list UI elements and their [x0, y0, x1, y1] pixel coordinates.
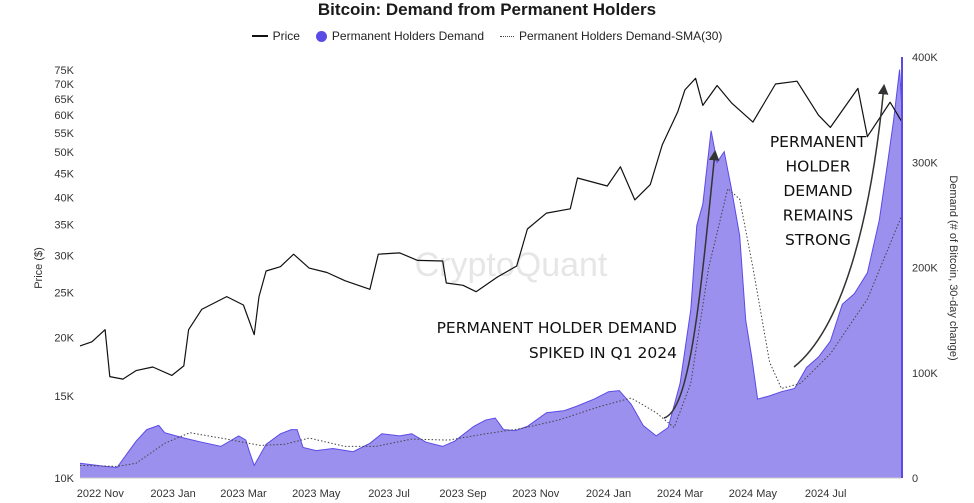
y-left-tick-label: 10K	[54, 473, 74, 485]
chart-title: Bitcoin: Demand from Permanent Holders	[317, 0, 657, 19]
x-tick-label: 2024 Mar	[657, 488, 704, 500]
legend-item-price[interactable]: Price	[251, 29, 300, 43]
demand-swatch	[315, 30, 327, 42]
demand-line	[79, 69, 903, 469]
legend-label-demand: Permanent Holders Demand	[331, 29, 484, 43]
y-left-tick-label: 25K	[54, 287, 74, 299]
x-tick-label: 2023 Nov	[512, 488, 560, 500]
y-left-tick-label: 70K	[54, 79, 74, 91]
y-left-tick-label: 15K	[54, 391, 74, 403]
price-swatch	[251, 35, 268, 37]
annotation-arrow-q1	[663, 149, 720, 419]
x-tick-label: 2024 Jan	[586, 488, 631, 500]
annotation-arrow-strong	[793, 83, 889, 368]
x-tick-label: 2024 May	[729, 488, 778, 500]
y-right-tick-label: 0	[912, 473, 918, 485]
y-left-tick-label: 75K	[54, 65, 74, 77]
annotation-strong-line: STRONG	[785, 231, 851, 249]
x-tick-label: 2023 Mar	[220, 488, 267, 500]
annotation-strong-line: REMAINS	[783, 207, 854, 225]
annotation-strong-line: HOLDER	[786, 158, 851, 176]
legend-label-sma: Permanent Holders Demand-SMA(30)	[519, 29, 723, 43]
y-left-tick-label: 50K	[54, 147, 74, 159]
annotation-q1-line: SPIKED IN Q1 2024	[529, 344, 677, 362]
x-tick-label: 2023 Jan	[150, 488, 195, 500]
x-tick-label: 2023 Sep	[439, 488, 486, 500]
annotation-strong-line: PERMANENT	[770, 133, 867, 151]
y-right-tick-label: 200K	[912, 263, 938, 275]
x-tick-label: 2023 Jul	[368, 488, 410, 500]
demand-area	[80, 69, 902, 478]
sma-swatch	[500, 35, 514, 37]
x-tick-label: 2022 Nov	[77, 488, 125, 500]
legend: Price Permanent Holders Demand Permanent…	[0, 29, 974, 43]
y-right-tick-label: 300K	[912, 157, 938, 169]
annotation-strong-line: DEMAND	[783, 182, 852, 200]
y-right-tick-label: 100K	[912, 368, 938, 380]
price-line	[79, 77, 903, 380]
legend-item-demand[interactable]: Permanent Holders Demand	[315, 29, 484, 43]
y-left-tick-label: 55K	[54, 128, 74, 140]
y-left-tick-label: 65K	[54, 94, 74, 106]
y-left-tick-label: 20K	[54, 333, 74, 345]
x-tick-label: 2023 May	[292, 488, 341, 500]
y-left-tick-label: 60K	[54, 110, 74, 122]
annotation-q1-line: PERMANENT HOLDER DEMAND	[437, 319, 677, 337]
legend-label-price: Price	[272, 29, 300, 43]
y-left-tick-label: 30K	[54, 251, 74, 263]
y-right-tick-label: 400K	[912, 52, 938, 64]
watermark: CryptoQuant	[415, 246, 608, 284]
legend-item-sma[interactable]: Permanent Holders Demand-SMA(30)	[500, 29, 722, 43]
y-left-tick-label: 40K	[54, 192, 74, 204]
y-left-tick-label: 35K	[54, 219, 74, 231]
y-left-tick-label: 45K	[54, 168, 74, 180]
y-left-axis-title: Price ($)	[33, 247, 45, 289]
y-right-axis-title: Demand (# of Bitcoin, 30-day change)	[947, 175, 959, 360]
x-tick-label: 2024 Jul	[805, 488, 847, 500]
